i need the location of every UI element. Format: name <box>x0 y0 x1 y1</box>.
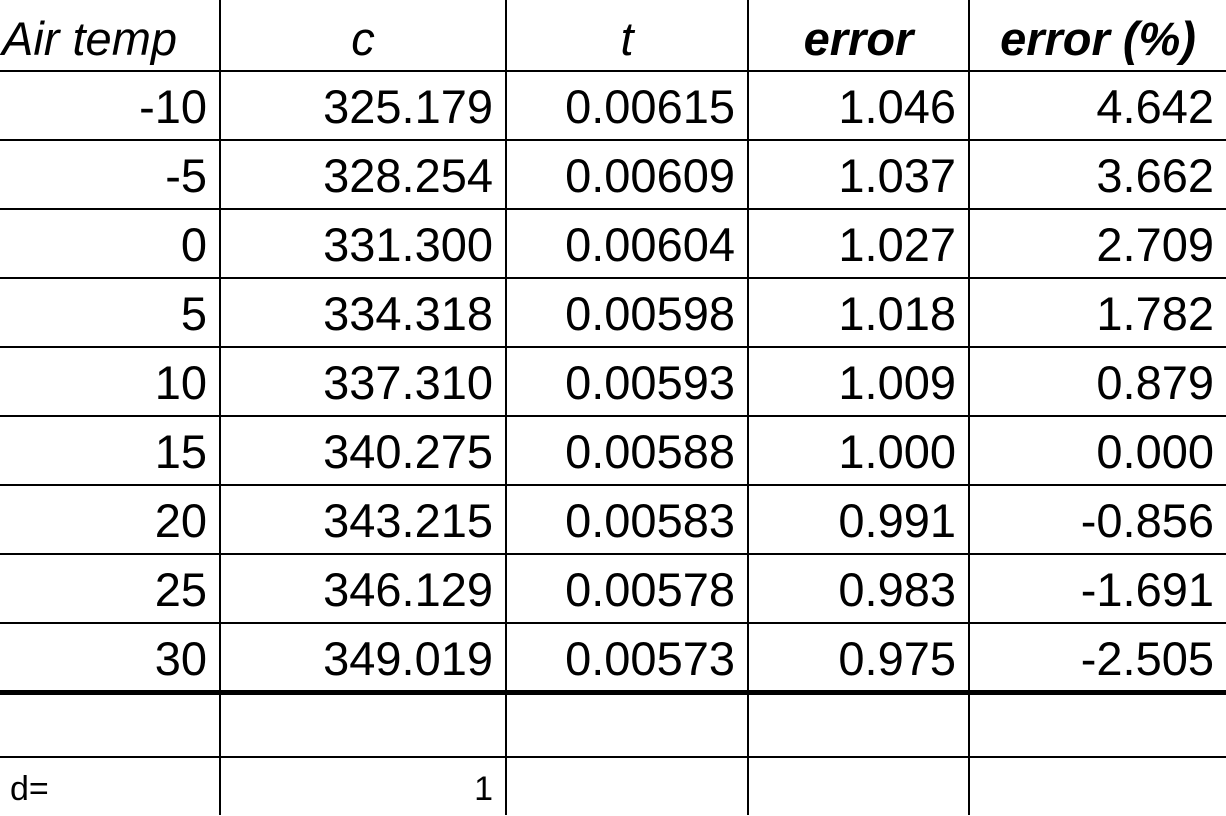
cell-air-temp[interactable]: -5 <box>165 148 207 202</box>
cell-error[interactable]: 0.983 <box>838 562 956 616</box>
row-divider <box>0 139 1226 141</box>
row-divider <box>0 346 1226 348</box>
cell-t[interactable]: 0.00573 <box>565 631 735 685</box>
row-divider <box>0 622 1226 624</box>
cell-t[interactable]: 0.00615 <box>565 79 735 133</box>
cell-c[interactable]: 325.179 <box>323 79 493 133</box>
cell-error[interactable]: 1.009 <box>838 355 956 409</box>
cell-d-label[interactable]: d= <box>10 770 49 808</box>
header-error-percent[interactable]: error (%) <box>1000 11 1196 65</box>
cell-error-percent[interactable]: 1.782 <box>1096 286 1214 340</box>
cell-error[interactable]: 1.037 <box>838 148 956 202</box>
cell-c[interactable]: 337.310 <box>323 355 493 409</box>
row-divider <box>0 277 1226 279</box>
cell-air-temp[interactable]: 15 <box>154 424 207 478</box>
cell-c[interactable]: 346.129 <box>323 562 493 616</box>
row-divider <box>0 415 1226 417</box>
row-divider <box>0 553 1226 555</box>
cell-air-temp[interactable]: 10 <box>154 355 207 409</box>
cell-error-percent[interactable]: 0.879 <box>1096 355 1214 409</box>
cell-error-percent[interactable]: 2.709 <box>1096 217 1214 271</box>
cell-error[interactable]: 0.991 <box>838 493 956 547</box>
cell-error-percent[interactable]: 3.662 <box>1096 148 1214 202</box>
cell-c[interactable]: 331.300 <box>323 217 493 271</box>
cell-air-temp[interactable]: 30 <box>154 631 207 685</box>
cell-c[interactable]: 343.215 <box>323 493 493 547</box>
cell-t[interactable]: 0.00593 <box>565 355 735 409</box>
cell-error-percent[interactable]: -1.691 <box>1080 562 1214 616</box>
cell-t[interactable]: 0.00598 <box>565 286 735 340</box>
cell-error[interactable]: 1.046 <box>838 79 956 133</box>
cell-t[interactable]: 0.00588 <box>565 424 735 478</box>
header-error[interactable]: error <box>803 11 914 65</box>
cell-air-temp[interactable]: -10 <box>139 79 207 133</box>
cell-air-temp[interactable]: 25 <box>154 562 207 616</box>
cell-c[interactable]: 328.254 <box>323 148 493 202</box>
row-divider <box>0 484 1226 486</box>
cell-c[interactable]: 334.318 <box>323 286 493 340</box>
header-c[interactable]: c <box>351 11 375 65</box>
cell-air-temp[interactable]: 0 <box>180 217 207 271</box>
table-bottom-border <box>0 690 1226 695</box>
column-divider <box>968 0 970 815</box>
cell-error[interactable]: 1.027 <box>838 217 956 271</box>
cell-air-temp[interactable]: 20 <box>154 493 207 547</box>
cell-c[interactable]: 340.275 <box>323 424 493 478</box>
cell-t[interactable]: 0.00578 <box>565 562 735 616</box>
column-divider <box>505 0 507 815</box>
row-divider <box>0 756 1226 758</box>
cell-error[interactable]: 1.000 <box>838 424 956 478</box>
cell-air-temp[interactable]: 5 <box>180 286 207 340</box>
cell-error-percent[interactable]: 4.642 <box>1096 79 1214 133</box>
row-divider <box>0 70 1226 72</box>
column-divider <box>747 0 749 815</box>
cell-t[interactable]: 0.00609 <box>565 148 735 202</box>
header-air-temp[interactable]: Air temp <box>2 11 177 65</box>
column-divider <box>219 0 221 815</box>
cell-error[interactable]: 1.018 <box>838 286 956 340</box>
cell-error-percent[interactable]: -0.856 <box>1080 493 1214 547</box>
header-t[interactable]: t <box>620 11 634 65</box>
cell-t[interactable]: 0.00604 <box>565 217 735 271</box>
row-divider <box>0 208 1226 210</box>
cell-d-value[interactable]: 1 <box>474 770 493 808</box>
cell-t[interactable]: 0.00583 <box>565 493 735 547</box>
cell-error-percent[interactable]: 0.000 <box>1096 424 1214 478</box>
cell-error-percent[interactable]: -2.505 <box>1080 631 1214 685</box>
cell-c[interactable]: 349.019 <box>323 631 493 685</box>
cell-error[interactable]: 0.975 <box>838 631 956 685</box>
